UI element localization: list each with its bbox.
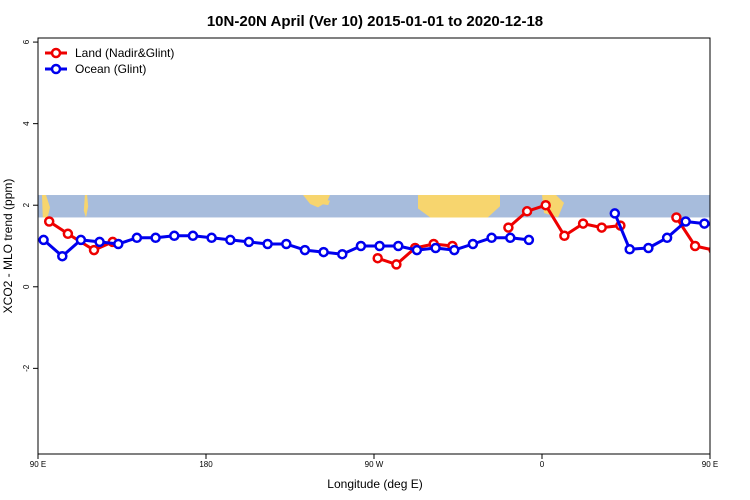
data-point — [169, 230, 180, 242]
data-point — [719, 222, 727, 230]
data-point — [503, 222, 514, 233]
data-point — [411, 244, 423, 256]
data-point — [430, 242, 441, 254]
series-line — [613, 212, 710, 251]
y-tick-label: 6 — [22, 39, 31, 44]
y-axis-label: XCO2 - MLO trend (ppm) — [1, 179, 15, 314]
data-point — [624, 244, 635, 255]
legend-marker — [50, 63, 62, 75]
y-tick-label: 2 — [22, 202, 31, 207]
data-point — [449, 244, 460, 256]
legend-marker — [50, 47, 62, 59]
data-point — [521, 206, 533, 217]
map-background-band — [38, 195, 710, 218]
data-point — [337, 248, 348, 260]
chart-title: 10N-20N April (Ver 10) 2015-01-01 to 202… — [207, 13, 543, 30]
data-point — [523, 234, 535, 246]
data-point — [225, 234, 236, 246]
y-tick-label: -2 — [22, 364, 31, 372]
legend: Land (Nadir&Glint) Ocean (Glint) — [45, 46, 174, 76]
data-point — [559, 230, 570, 242]
data-point — [699, 218, 710, 229]
data-point — [262, 238, 273, 250]
x-tick-label: 0 — [540, 460, 545, 469]
data-point — [43, 216, 55, 227]
data-point — [609, 208, 621, 219]
x-axis-label: Longitude (deg E) — [327, 477, 422, 491]
data-point — [708, 246, 710, 254]
data-point — [486, 232, 497, 244]
land-shape — [83, 195, 89, 218]
series-land — [43, 199, 736, 270]
data-point — [206, 232, 217, 244]
data-point — [150, 232, 161, 244]
data-point — [38, 234, 49, 246]
y-tick-label: 0 — [22, 284, 31, 289]
data-point — [738, 236, 746, 244]
x-tick-label: 90 W — [365, 460, 384, 469]
data-point — [596, 222, 607, 233]
data-point — [467, 238, 479, 250]
land-shape — [418, 195, 500, 218]
data-point — [728, 242, 736, 250]
data-point — [505, 232, 516, 244]
data-point — [355, 240, 367, 252]
x-tick-label: 90 E — [702, 460, 718, 469]
data-point — [540, 199, 551, 211]
data-point — [680, 216, 691, 227]
data-point — [299, 244, 311, 256]
series-ocean — [38, 208, 746, 262]
data-point — [374, 240, 385, 252]
data-point — [661, 232, 673, 244]
x-tick-label: 90 E — [30, 460, 46, 469]
x-tick-label: 180 — [199, 460, 213, 469]
data-point — [391, 259, 402, 270]
data-point — [643, 242, 654, 254]
series-layer — [38, 199, 746, 270]
data-point — [243, 236, 255, 248]
data-point — [577, 218, 589, 229]
data-point — [94, 236, 105, 248]
data-point — [689, 240, 701, 252]
data-point — [57, 250, 68, 262]
data-point — [281, 238, 292, 250]
data-point — [113, 238, 124, 250]
data-point — [372, 252, 383, 264]
data-point — [75, 234, 87, 246]
land-shape — [42, 195, 50, 218]
data-point — [187, 230, 199, 242]
data-point — [131, 232, 143, 244]
data-point — [671, 212, 682, 223]
land-shape — [321, 199, 330, 206]
data-point — [393, 240, 404, 252]
ocean-band — [38, 195, 710, 218]
data-point — [62, 228, 74, 240]
data-point — [88, 244, 100, 256]
legend-label: Ocean (Glint) — [75, 62, 146, 76]
legend-label: Land (Nadir&Glint) — [75, 46, 174, 60]
axes: 90 E 180 90 W 0 90 E -2 0 2 4 6 — [22, 39, 718, 469]
data-point — [318, 246, 329, 258]
y-tick-label: 4 — [22, 121, 31, 126]
land-shape — [303, 195, 330, 208]
